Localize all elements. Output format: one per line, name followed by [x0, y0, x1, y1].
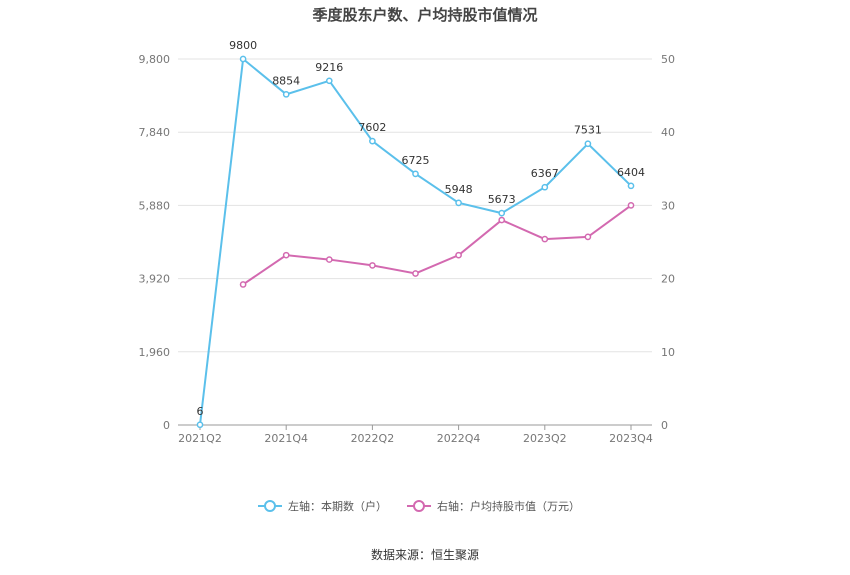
right-y-tick-label: 10 — [661, 346, 675, 359]
right-y-tick-label: 40 — [661, 126, 675, 139]
chart-title: 季度股东户数、户均持股市值情况 — [312, 6, 537, 24]
data-label: 5673 — [488, 193, 516, 206]
x-tick-label: 2022Q4 — [437, 432, 481, 445]
legend-item-1[interactable]: 左轴：本期数（户） — [258, 499, 387, 513]
data-point[interactable] — [455, 251, 462, 259]
x-tick-label: 2021Q4 — [264, 432, 308, 445]
axes: 0 1,960 3,920 5,880 7,840 9,800 0 10 20 30 40 50 202… — [139, 53, 676, 445]
legend-marker — [413, 500, 425, 512]
data-point[interactable] — [627, 202, 635, 209]
data-label: 7602 — [358, 121, 386, 134]
data-point[interactable] — [239, 55, 247, 63]
data-label: 8854 — [272, 74, 300, 87]
x-tick-label: 2022Q2 — [351, 432, 395, 445]
data-labels: 6 9800 8854 9216 7602 6725 5948 5673 6367 7531 640… — [197, 39, 646, 418]
right-y-tick-label: 50 — [661, 53, 675, 66]
data-point[interactable] — [325, 77, 333, 85]
series-line-2 — [242, 204, 632, 286]
x-tick-label: 2023Q4 — [609, 432, 653, 445]
grid — [178, 58, 652, 353]
data-label: 7531 — [574, 124, 602, 137]
data-label: 6404 — [617, 166, 645, 179]
left-y-tick-label: 7,840 — [139, 126, 171, 139]
data-label: 5948 — [445, 183, 473, 196]
data-point[interactable] — [584, 233, 592, 241]
legend-label: 左轴：本期数（户） — [288, 499, 387, 513]
right-y-tick-label: 20 — [661, 273, 675, 286]
data-point[interactable] — [541, 183, 549, 191]
legend-marker — [264, 500, 276, 512]
data-label: 6725 — [402, 154, 430, 167]
right-y-tick-label: 30 — [661, 199, 675, 212]
series-layer — [196, 55, 635, 429]
data-point[interactable] — [369, 262, 376, 269]
data-point[interactable] — [627, 182, 635, 190]
data-point[interactable] — [325, 256, 333, 263]
legend[interactable]: 左轴：本期数（户） 右轴：户均持股市值（万元） — [258, 499, 580, 513]
series-line-1 — [199, 57, 632, 425]
data-point[interactable] — [412, 270, 419, 277]
source-note: 数据来源：恒生聚源 — [371, 547, 479, 562]
left-y-tick-label: 5,880 — [139, 199, 171, 212]
data-label: 6 — [197, 405, 204, 418]
data-label: 9216 — [315, 61, 343, 74]
left-y-tick-label: 0 — [163, 419, 170, 432]
x-tick-label: 2021Q2 — [178, 432, 222, 445]
left-y-tick-label: 1,960 — [139, 346, 171, 359]
left-y-tick-label: 9,800 — [139, 53, 171, 66]
data-point[interactable] — [282, 90, 290, 98]
data-point[interactable] — [498, 216, 506, 224]
data-label: 9800 — [229, 39, 257, 52]
right-y-tick-label: 0 — [661, 419, 668, 432]
data-point[interactable] — [541, 235, 549, 243]
data-point[interactable] — [498, 209, 506, 217]
legend-item-2[interactable]: 右轴：户均持股市值（万元） — [407, 499, 580, 513]
data-point[interactable] — [196, 421, 204, 429]
legend-label: 右轴：户均持股市值（万元） — [437, 499, 580, 513]
data-label: 6367 — [531, 167, 559, 180]
data-point[interactable] — [412, 170, 419, 178]
left-y-tick-label: 3,920 — [139, 273, 171, 286]
x-tick-label: 2023Q2 — [523, 432, 567, 445]
data-point[interactable] — [455, 199, 462, 207]
data-point[interactable] — [584, 140, 592, 148]
data-point[interactable] — [239, 281, 247, 288]
data-point[interactable] — [369, 137, 376, 145]
data-point[interactable] — [282, 251, 290, 259]
